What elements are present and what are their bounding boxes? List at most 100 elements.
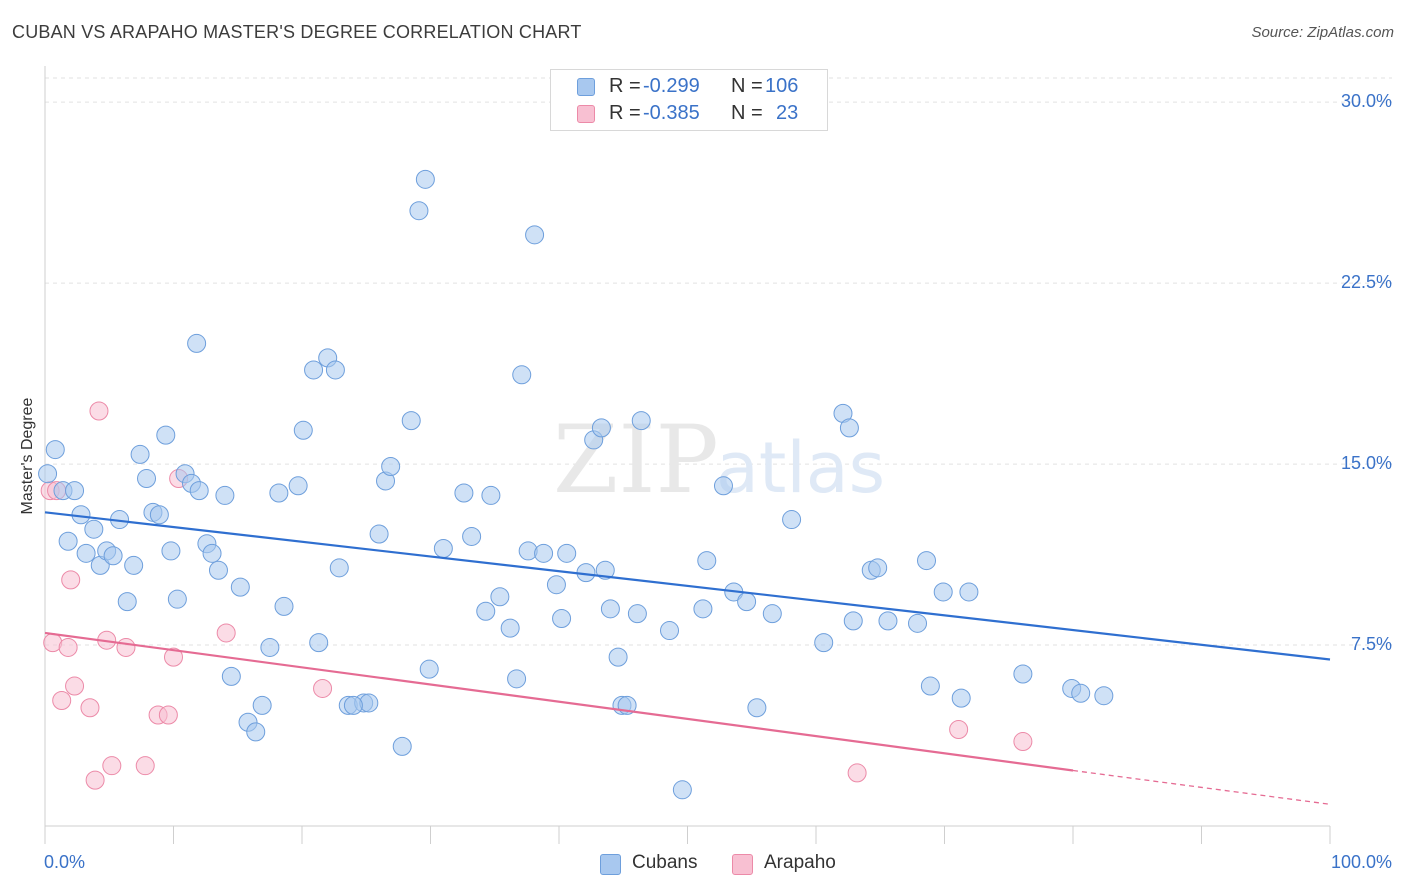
gridlines [45, 77, 1392, 646]
cubans-point [608, 647, 628, 667]
axes [44, 66, 1331, 844]
cubans-point [369, 524, 389, 544]
cubans-swatch [600, 854, 621, 875]
cubans-point [747, 698, 767, 718]
cubans-point [843, 611, 863, 631]
cubans-point [552, 608, 572, 628]
cubans-point [500, 618, 520, 638]
cubans-point [433, 539, 453, 559]
arapaho-trend-extension [1072, 769, 1331, 805]
cubans-point [839, 418, 859, 438]
cubans-point [274, 596, 294, 616]
cubans-point [697, 551, 717, 571]
cubans-point [951, 688, 971, 708]
cubans-trend-line [44, 511, 1331, 661]
cubans-point [325, 360, 345, 380]
cubans-point [58, 531, 78, 551]
cubans-point [246, 722, 266, 742]
correlation-legend: R = -0.299 N = 106 R = -0.385 N = 23 [550, 69, 828, 131]
cubans-point [595, 560, 615, 580]
y-tick-label: 30.0% [1340, 91, 1392, 112]
cubans-point [917, 551, 937, 571]
arapaho-point [949, 719, 969, 739]
arapaho-point [58, 637, 78, 657]
cubans-point [878, 611, 898, 631]
cubans-point [38, 464, 58, 484]
legend-r-value: -0.299 [643, 75, 700, 97]
cubans-point [45, 440, 65, 460]
cubans-point [546, 575, 566, 595]
arapaho-swatch [577, 105, 595, 123]
cubans-point [481, 485, 501, 505]
legend-label-cubans: Cubans [632, 852, 698, 873]
cubans-point [304, 360, 324, 380]
cubans-point [293, 420, 313, 440]
cubans-point [329, 558, 349, 578]
cubans-point [534, 543, 554, 563]
cubans-point [381, 456, 401, 476]
cubans-point [156, 425, 176, 445]
y-tick-label: 15.0% [1340, 453, 1392, 474]
arapaho-point [313, 678, 333, 698]
arapaho-swatch [732, 854, 753, 875]
cubans-point [1071, 683, 1091, 703]
cubans-point [230, 577, 250, 597]
cubans-point [149, 505, 169, 525]
legend-r-label: R = [609, 75, 641, 97]
cubans-point [409, 201, 429, 221]
cubans-point [631, 411, 651, 431]
arapaho-point [158, 705, 178, 725]
cubans-point [124, 555, 144, 575]
x-tick-label-min: 0.0% [44, 852, 86, 872]
legend-r-value: -0.385 [643, 102, 700, 124]
cubans-point [65, 481, 85, 501]
cubans-point [660, 621, 680, 641]
watermark-atlas: atlas [716, 427, 885, 509]
legend-n-label: N = [731, 102, 763, 124]
cubans-point [117, 592, 137, 612]
cubans-point [512, 365, 532, 385]
cubans-point [454, 483, 474, 503]
legend-label-arapaho: Arapaho [764, 852, 836, 873]
cubans-point [762, 604, 782, 624]
cubans-point [908, 613, 928, 633]
cubans-point [167, 589, 187, 609]
cubans-swatch [577, 78, 595, 96]
cubans-point [215, 485, 235, 505]
cubans-point [713, 476, 733, 496]
arapaho-point [135, 756, 155, 776]
cubans-point [309, 633, 329, 653]
legend-r-label: R = [609, 102, 641, 124]
arapaho-point [65, 676, 85, 696]
y-tick-label: 7.5% [1350, 634, 1392, 655]
arapaho-point [89, 401, 109, 421]
cubans-point [221, 666, 241, 686]
cubans-point [392, 736, 412, 756]
legend-n-label: N = [731, 75, 763, 97]
arapaho-point [116, 637, 136, 657]
legend-n-value: 106 [765, 75, 799, 97]
cubans-point [419, 659, 439, 679]
arapaho-trend-line [44, 631, 1074, 772]
cubans-point [288, 476, 308, 496]
cubans-points [38, 169, 1114, 800]
cubans-point [260, 637, 280, 657]
cubans-point [591, 418, 611, 438]
arapaho-point [52, 691, 72, 711]
cubans-point [693, 599, 713, 619]
cubans-point [782, 510, 802, 530]
arapaho-point [61, 570, 81, 590]
cubans-point [189, 481, 209, 501]
cubans-point [737, 592, 757, 612]
arapaho-point [164, 647, 183, 667]
cubans-point [933, 582, 953, 602]
cubans-point [103, 546, 123, 566]
arapaho-point [102, 756, 122, 776]
cubans-point [161, 541, 181, 561]
arapaho-point [847, 763, 867, 783]
cubans-point [130, 444, 150, 464]
watermark: ZIP atlas [553, 406, 885, 515]
cubans-point [959, 582, 979, 602]
cubans-point [252, 695, 272, 715]
